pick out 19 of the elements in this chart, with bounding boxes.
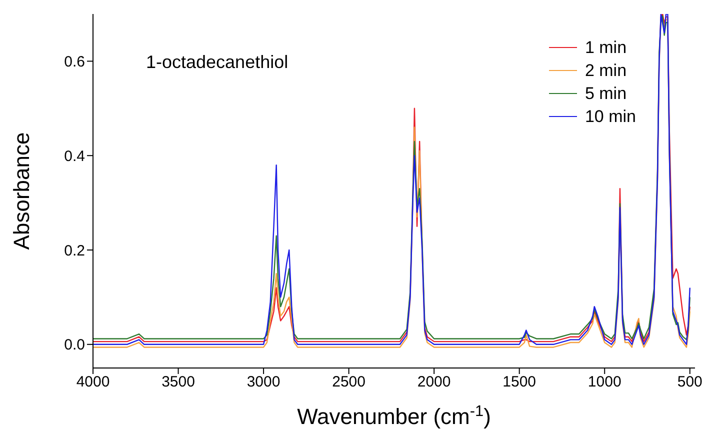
y-axis-title: Absorbance — [8, 132, 34, 250]
legend-label: 5 min — [584, 83, 627, 105]
y-tick-label: 0.4 — [64, 148, 85, 165]
x-tick-label: 4000 — [76, 374, 110, 391]
x-tick-label: 3000 — [246, 374, 280, 391]
y-tick-label: 0.0 — [64, 336, 85, 354]
x-axis-title: Wavenumber (cm$^{-1}$) — [297, 402, 491, 429]
legend-label: 1 min — [584, 37, 627, 59]
legend-label: 2 min — [584, 60, 627, 82]
x-tick-label: 1000 — [588, 374, 622, 391]
x-tick-label: 3500 — [162, 374, 195, 391]
y-tick-label: 0.2 — [64, 242, 85, 260]
x-tick-label: 500 — [677, 374, 702, 391]
legend-label: 10 min — [584, 106, 636, 128]
x-tick-label: 2500 — [332, 374, 366, 391]
annotation: 1-octadecanethiol — [146, 52, 288, 73]
y-tick-label: 0.6 — [64, 54, 85, 71]
x-tick-label: 2000 — [417, 374, 451, 391]
x-tick-label: 1500 — [502, 374, 536, 391]
